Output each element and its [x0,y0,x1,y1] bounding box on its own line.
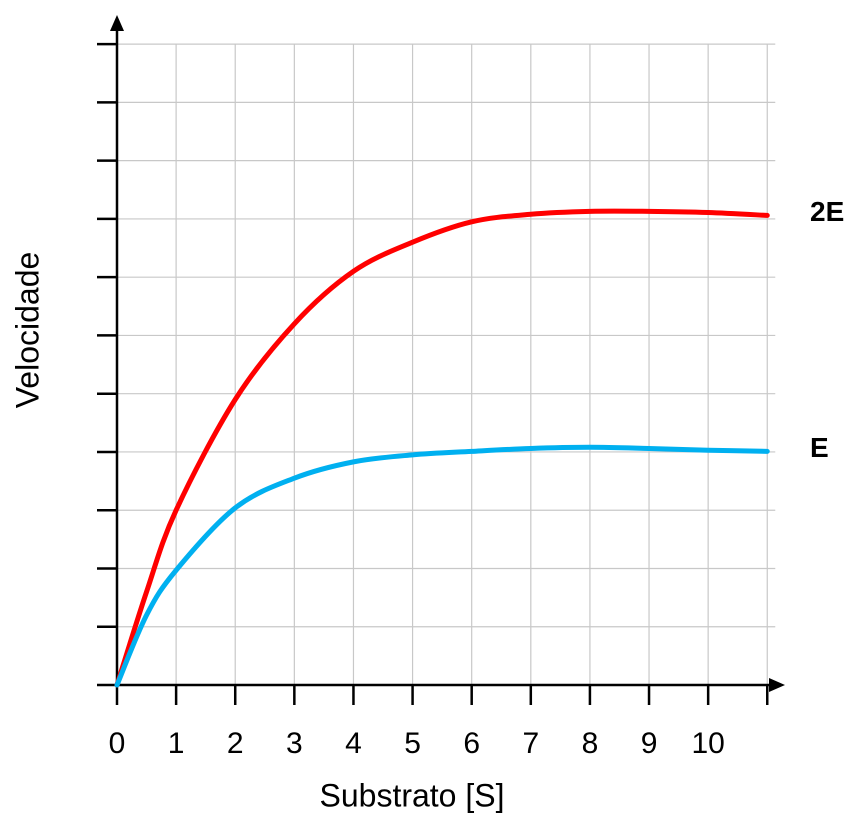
x-tick-label: 1 [168,727,185,760]
series-line [114,208,770,688]
x-tick-label: 5 [404,727,421,760]
x-tick-label: 7 [522,727,539,760]
y-axis-label: Velocidade [9,252,45,409]
series-line [114,444,770,688]
x-tick-label: 8 [582,727,599,760]
y-axis-arrow [110,15,124,31]
series-label: 2E [810,196,844,227]
x-axis-label: Substrato [S] [320,777,505,813]
x-tick-label: 2 [227,727,244,760]
x-tick-label: 9 [641,727,658,760]
x-tick-label: 4 [345,727,362,760]
x-tick-label: 6 [463,727,480,760]
x-tick-label: 10 [691,727,724,760]
x-axis-arrow [769,678,785,692]
series-label: E [810,432,829,463]
x-tick-label: 3 [286,727,303,760]
x-tick-label: 0 [109,727,126,760]
